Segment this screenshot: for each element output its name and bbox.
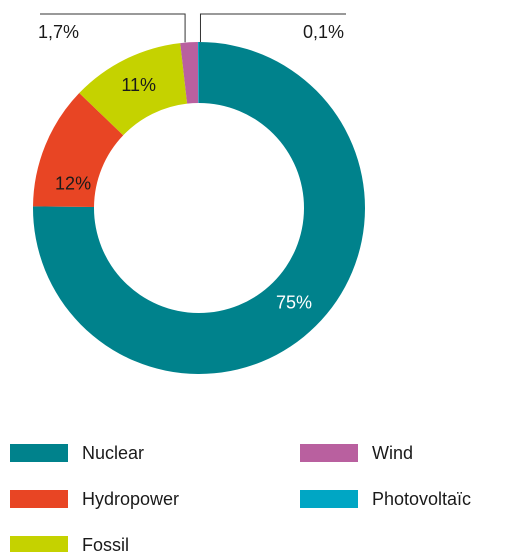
donut-segment bbox=[32, 42, 366, 374]
data-label: 11% bbox=[121, 75, 156, 95]
legend-label: Photovoltaïc bbox=[372, 489, 471, 509]
donut-segment bbox=[180, 42, 199, 104]
legend-label: Nuclear bbox=[82, 443, 144, 463]
donut-segment bbox=[197, 42, 199, 104]
data-label: 12% bbox=[55, 173, 91, 193]
donut-segment bbox=[79, 43, 188, 136]
leader-line bbox=[40, 13, 186, 43]
data-label: 1,7% bbox=[38, 22, 79, 42]
leader-line bbox=[199, 13, 346, 43]
data-label: 0,1% bbox=[303, 22, 344, 42]
legend-swatch bbox=[10, 490, 68, 508]
legend-swatch bbox=[300, 444, 358, 462]
legend-label: Fossil bbox=[82, 535, 129, 552]
legend-label: Wind bbox=[372, 443, 413, 463]
legend-swatch bbox=[300, 490, 358, 508]
legend-label: Hydropower bbox=[82, 489, 179, 509]
donut-segment bbox=[33, 93, 124, 208]
data-label: 75% bbox=[276, 293, 312, 313]
legend-swatch bbox=[10, 444, 68, 462]
legend-swatch bbox=[10, 536, 68, 552]
